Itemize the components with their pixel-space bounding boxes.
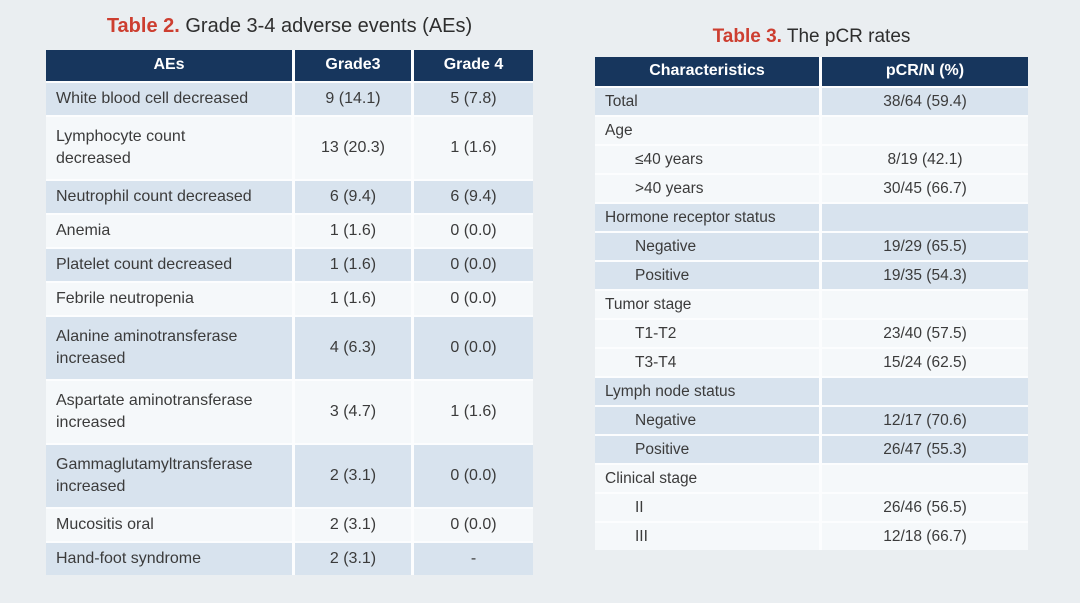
- grade4-cell: 0 (0.0): [414, 215, 533, 247]
- characteristic-cell: Lymph node status: [595, 378, 819, 405]
- grade3-cell: 1 (1.6): [295, 249, 411, 281]
- table2-title: Table 2. Grade 3-4 adverse events (AEs): [46, 12, 533, 40]
- table3-header-pcr: pCR/N (%): [822, 57, 1028, 86]
- characteristic-cell: III: [595, 523, 819, 550]
- characteristic-cell: Positive: [595, 436, 819, 463]
- table2-header-grade3: Grade3: [295, 50, 411, 81]
- grade3-cell: 3 (4.7): [295, 381, 411, 443]
- table3-header-characteristics: Characteristics: [595, 57, 819, 86]
- grade3-cell: 1 (1.6): [295, 215, 411, 247]
- grade4-cell: 1 (1.6): [414, 381, 533, 443]
- pcr-cell: 12/17 (70.6): [822, 407, 1028, 434]
- characteristic-cell: Clinical stage: [595, 465, 819, 492]
- ae-cell: Neutrophil count decreased: [46, 181, 292, 213]
- characteristic-cell: Positive: [595, 262, 819, 289]
- grade3-cell: 1 (1.6): [295, 283, 411, 315]
- characteristic-cell: Hormone receptor status: [595, 204, 819, 231]
- characteristic-cell: Negative: [595, 233, 819, 260]
- table2-title-label: Table 2.: [106, 15, 180, 37]
- pcr-cell: 26/46 (56.5): [822, 494, 1028, 521]
- pcr-cell: [822, 378, 1028, 405]
- grade3-cell: 2 (3.1): [295, 445, 411, 507]
- pcr-cell: 15/24 (62.5): [822, 349, 1028, 376]
- grade4-cell: -: [414, 543, 533, 575]
- characteristic-cell: Total: [595, 88, 819, 115]
- pcr-cell: [822, 291, 1028, 318]
- grade3-cell: 4 (6.3): [295, 317, 411, 379]
- table2-title-text: Grade 3-4 adverse events (AEs): [179, 15, 473, 37]
- table2-header-aes: AEs: [46, 50, 292, 81]
- pcr-cell: 8/19 (42.1): [822, 146, 1028, 173]
- pcr-cell: [822, 465, 1028, 492]
- table3-grid: Characteristics pCR/N (%) Total 38/64 (59.4…: [595, 57, 1028, 550]
- characteristic-cell: Negative: [595, 407, 819, 434]
- pcr-cell: 12/18 (66.7): [822, 523, 1028, 550]
- table2-header-grade4: Grade 4: [414, 50, 533, 81]
- grade4-cell: 1 (1.6): [414, 117, 533, 179]
- characteristic-cell: Tumor stage: [595, 291, 819, 318]
- grade4-cell: 0 (0.0): [414, 249, 533, 281]
- pcr-cell: [822, 204, 1028, 231]
- table3-title-text: The pCR rates: [781, 26, 911, 47]
- table3-title-label: Table 3.: [712, 26, 782, 47]
- table2-grid: AEs Grade3 Grade 4 White blood cell decreas…: [46, 50, 533, 575]
- ae-cell: Hand-foot syndrome: [46, 543, 292, 575]
- ae-cell: Anemia: [46, 215, 292, 247]
- grade4-cell: 0 (0.0): [414, 283, 533, 315]
- ae-cell: Gammaglutamyltransferase increased: [46, 445, 292, 507]
- grade4-cell: 0 (0.0): [414, 509, 533, 541]
- grade3-cell: 9 (14.1): [295, 83, 411, 115]
- ae-cell: Alanine aminotransferase increased: [46, 317, 292, 379]
- grade4-cell: 0 (0.0): [414, 445, 533, 507]
- ae-cell: Aspartate aminotransferase increased: [46, 381, 292, 443]
- characteristic-cell: >40 years: [595, 175, 819, 202]
- pcr-cell: 19/35 (54.3): [822, 262, 1028, 289]
- pcr-cell: 19/29 (65.5): [822, 233, 1028, 260]
- grade3-cell: 6 (9.4): [295, 181, 411, 213]
- ae-cell: Lymphocyte count decreased: [46, 117, 292, 179]
- table3-section: Table 3. The pCR rates Characteristics pC…: [595, 24, 1028, 550]
- grade4-cell: 6 (9.4): [414, 181, 533, 213]
- grade3-cell: 2 (3.1): [295, 543, 411, 575]
- pcr-cell: 38/64 (59.4): [822, 88, 1028, 115]
- ae-cell: Febrile neutropenia: [46, 283, 292, 315]
- characteristic-cell: ≤40 years: [595, 146, 819, 173]
- characteristic-cell: II: [595, 494, 819, 521]
- characteristic-cell: T3-T4: [595, 349, 819, 376]
- grade3-cell: 2 (3.1): [295, 509, 411, 541]
- pcr-cell: [822, 117, 1028, 144]
- ae-cell: White blood cell decreased: [46, 83, 292, 115]
- grade4-cell: 5 (7.8): [414, 83, 533, 115]
- pcr-cell: 23/40 (57.5): [822, 320, 1028, 347]
- pcr-cell: 30/45 (66.7): [822, 175, 1028, 202]
- pcr-cell: 26/47 (55.3): [822, 436, 1028, 463]
- grade4-cell: 0 (0.0): [414, 317, 533, 379]
- table3-title: Table 3. The pCR rates: [595, 24, 1028, 49]
- grade3-cell: 13 (20.3): [295, 117, 411, 179]
- ae-cell: Mucositis oral: [46, 509, 292, 541]
- characteristic-cell: Age: [595, 117, 819, 144]
- ae-cell: Platelet count decreased: [46, 249, 292, 281]
- characteristic-cell: T1-T2: [595, 320, 819, 347]
- table2-section: Table 2. Grade 3-4 adverse events (AEs) …: [46, 12, 533, 575]
